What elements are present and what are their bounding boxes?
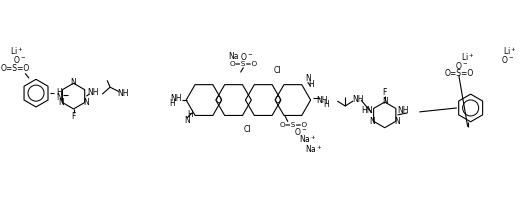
Text: O=S=O: O=S=O: [230, 62, 257, 67]
Text: NH: NH: [88, 88, 99, 97]
Text: O$^-$: O$^-$: [13, 54, 26, 65]
Text: NH: NH: [117, 89, 129, 98]
Text: Na$^+$: Na$^+$: [305, 144, 322, 155]
Text: Cl: Cl: [274, 66, 281, 75]
Text: H: H: [323, 100, 329, 109]
Text: H: H: [187, 110, 193, 119]
Text: O: O: [275, 95, 281, 105]
Text: Na: Na: [228, 52, 239, 61]
Text: F: F: [383, 88, 387, 97]
Text: Na$^+$: Na$^+$: [299, 134, 316, 145]
Text: H: H: [308, 80, 313, 89]
Text: N: N: [394, 117, 400, 126]
Text: O$^-$: O$^-$: [294, 126, 307, 137]
Text: Cl: Cl: [244, 125, 251, 134]
Text: N: N: [382, 97, 388, 105]
Text: O=S=O: O=S=O: [1, 64, 30, 73]
Text: N: N: [370, 117, 376, 126]
Text: O$^-$: O$^-$: [455, 60, 468, 71]
Text: N: N: [83, 98, 89, 107]
Text: Li$^+$: Li$^+$: [461, 52, 474, 63]
Text: N: N: [71, 78, 77, 87]
Text: NH: NH: [352, 95, 364, 104]
Text: N: N: [305, 74, 311, 83]
Text: N: N: [56, 93, 62, 102]
Text: HN: HN: [361, 106, 373, 115]
Text: N: N: [59, 98, 64, 107]
Text: NH: NH: [316, 95, 328, 105]
Text: F: F: [71, 112, 76, 121]
Text: N: N: [184, 116, 190, 125]
Text: Li$^+$: Li$^+$: [504, 45, 517, 57]
Text: O=S=O: O=S=O: [444, 69, 473, 78]
Text: O: O: [216, 95, 222, 105]
Text: Li$^+$: Li$^+$: [9, 45, 23, 57]
Text: O$^-$: O$^-$: [500, 54, 514, 65]
Text: H: H: [56, 88, 62, 97]
Text: NH: NH: [398, 106, 409, 115]
Text: H: H: [169, 99, 175, 108]
Text: NH: NH: [170, 94, 182, 103]
Text: O$^-$: O$^-$: [240, 51, 253, 62]
Text: O=S=O: O=S=O: [280, 122, 308, 128]
